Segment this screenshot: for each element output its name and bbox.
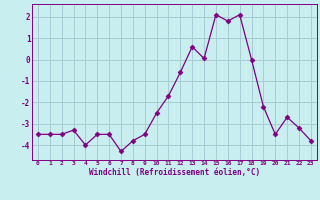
X-axis label: Windchill (Refroidissement éolien,°C): Windchill (Refroidissement éolien,°C) bbox=[89, 168, 260, 177]
